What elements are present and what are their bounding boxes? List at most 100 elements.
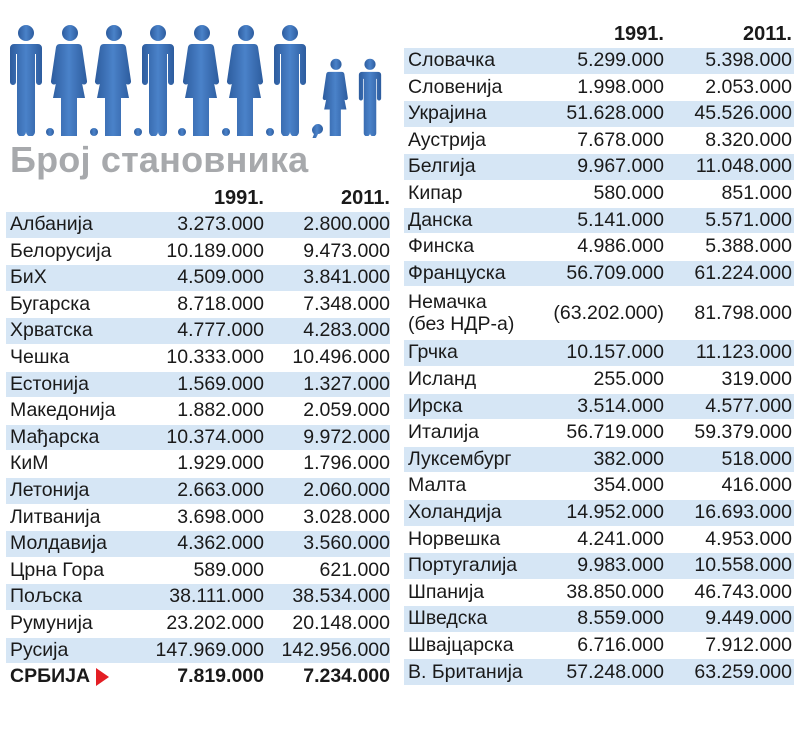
value-1991: (63.202.000) [553, 301, 664, 324]
country-name: Француска [408, 261, 506, 284]
table-row: Литванија 3.698.000 3.028.000 [6, 505, 390, 532]
table-row: Аустрија 7.678.000 8.320.000 [404, 128, 794, 155]
table-header: 1991. 2011. [404, 22, 794, 48]
header-2011: 2011. [341, 187, 390, 209]
value-1991: 10.189.000 [166, 239, 264, 262]
table-row: Данска 5.141.000 5.571.000 [404, 207, 794, 235]
population-table-right: 1991. 2011. Словачка 5.299.000 5.398.000 Сл… [404, 22, 794, 687]
table-row: Италија 56.719.000 59.379.000 [404, 420, 794, 447]
header-1991: 1991. [613, 23, 664, 45]
value-1991: 23.202.000 [166, 611, 264, 634]
value-1991: 7.819.000 [177, 665, 264, 688]
table-row: Финска 4.986.000 5.388.000 [404, 234, 794, 261]
value-1991: 1.882.000 [177, 399, 264, 422]
country-name: Русија [10, 638, 69, 661]
country-name: Аустрија [408, 128, 486, 151]
value-1991: 4.362.000 [177, 532, 264, 555]
country-name: Словенија [408, 75, 503, 98]
country-name: Украјина [408, 102, 487, 125]
country-name: Ирска [408, 394, 463, 417]
people-silhouettes-icon [10, 25, 382, 138]
value-2011: 416.000 [721, 474, 793, 497]
value-1991: 51.628.000 [566, 102, 664, 125]
value-2011: 2.060.000 [303, 478, 390, 501]
table-row: Мађарска 10.374.000 9.972.000 [6, 424, 390, 452]
country-name: Естонија [10, 372, 89, 395]
value-2011: 11.048.000 [695, 155, 792, 178]
country-name-line: (без НДР-а) [408, 313, 515, 336]
value-1991: 580.000 [593, 182, 665, 205]
value-1991: 4.241.000 [577, 527, 664, 550]
country-name-text: СРБИЈА [10, 665, 91, 688]
country-name-line: Немачка [408, 290, 487, 313]
value-1991: 38.850.000 [566, 580, 664, 603]
value-2011: 45.526.000 [694, 102, 792, 125]
country-name: Молдавија [10, 532, 107, 555]
value-2011: 16.693.000 [694, 500, 792, 523]
country-name: Црна Гора [10, 558, 105, 581]
population-table-left: 1991. 2011. Албанија 3.273.000 2.800.000 Бе… [6, 186, 390, 691]
country-name: Данска [408, 208, 473, 231]
country-name: КиМ [10, 452, 49, 475]
country-name: Кипар [408, 182, 463, 205]
table-row: Белорусија 10.189.000 9.473.000 [6, 239, 390, 266]
value-1991: 10.157.000 [566, 341, 664, 364]
value-2011: 1.327.000 [303, 372, 390, 395]
value-2011: 63.259.000 [694, 660, 792, 683]
value-1991: 2.663.000 [177, 478, 264, 501]
country-name: БиХ [10, 266, 47, 289]
table-row: Молдавија 4.362.000 3.560.000 [6, 531, 390, 558]
table-row: Русија 147.969.000 142.956.000 [6, 637, 390, 665]
country-name: Македонија [10, 399, 116, 422]
value-2011: 3.560.000 [303, 532, 390, 555]
value-2011: 9.972.000 [303, 425, 390, 448]
value-1991: 1.929.000 [177, 452, 264, 475]
value-2011: 851.000 [721, 182, 793, 205]
table-row: Грчка 10.157.000 11.123.000 [404, 340, 794, 367]
value-1991: 3.698.000 [177, 505, 264, 528]
value-1991: 4.777.000 [177, 319, 264, 342]
country-name: Бугарска [10, 292, 91, 315]
value-2011: 5.571.000 [705, 208, 792, 231]
value-2011: 81.798.000 [694, 301, 792, 324]
country-name: Холандија [408, 500, 502, 523]
value-1991: 8.718.000 [177, 292, 264, 315]
table-row: КиМ 1.929.000 1.796.000 [6, 451, 390, 478]
country-name: Исланд [408, 367, 477, 390]
value-1991: 6.716.000 [577, 633, 664, 656]
country-name: Мађарска [10, 425, 100, 448]
value-2011: 319.000 [721, 367, 793, 390]
table-row: Македонија 1.882.000 2.059.000 [6, 398, 390, 425]
page-title: Број становника [10, 139, 309, 180]
value-1991: 354.000 [593, 474, 665, 497]
value-2011: 2.800.000 [303, 213, 390, 236]
value-1991: 38.111.000 [169, 585, 264, 608]
country-name: Чешка [10, 346, 70, 369]
table-row: Белгија 9.967.000 11.048.000 [404, 154, 794, 181]
country-name: Словачка [408, 49, 496, 72]
value-2011: 5.388.000 [705, 235, 792, 258]
country-name: Италија [408, 421, 480, 444]
value-2011: 20.148.000 [292, 611, 390, 634]
value-1991: 147.969.000 [155, 638, 264, 661]
table-row: Швајцарска 6.716.000 7.912.000 [404, 633, 794, 660]
value-1991: 3.514.000 [577, 394, 664, 417]
country-name: Хрватска [10, 319, 93, 342]
table-row: Луксембург 382.000 518.000 [404, 446, 794, 474]
table-row: Естонија 1.569.000 1.327.000 [6, 371, 390, 399]
country-name: СРБИЈА [6, 667, 140, 687]
table-row: Шведска 8.559.000 9.449.000 [404, 606, 794, 633]
value-1991: 1.569.000 [177, 372, 264, 395]
value-2011: 2.059.000 [303, 399, 390, 422]
table-row: Ирска 3.514.000 4.577.000 [404, 393, 794, 421]
value-2011: 7.912.000 [705, 633, 792, 656]
value-1991: 3.273.000 [177, 213, 264, 236]
value-2011: 3.028.000 [303, 505, 390, 528]
table-row: БиХ 4.509.000 3.841.000 [6, 265, 390, 292]
table-row: Украјина 51.628.000 45.526.000 [404, 101, 794, 128]
table-row: Румунија 23.202.000 20.148.000 [6, 611, 390, 638]
value-1991: 56.719.000 [566, 421, 664, 444]
value-1991: 8.559.000 [577, 607, 664, 630]
value-2011: 11.123.000 [695, 341, 792, 364]
country-name: Белгија [408, 155, 476, 178]
